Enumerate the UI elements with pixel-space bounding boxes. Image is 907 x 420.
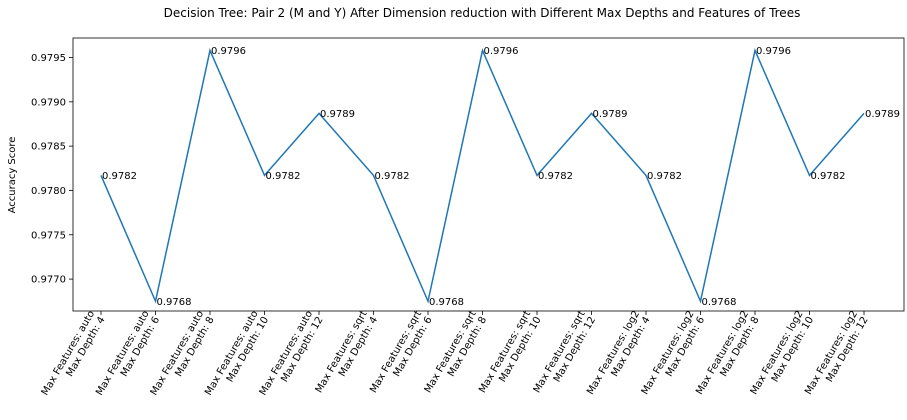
data-label: 0.9768 [429, 297, 464, 308]
data-label: 0.9796 [211, 46, 246, 57]
data-label: 0.9796 [484, 46, 519, 57]
data-label: 0.9789 [320, 109, 355, 120]
data-label: 0.9782 [375, 171, 410, 182]
data-label: 0.9768 [702, 297, 737, 308]
y-tick-label: 0.9770 [31, 275, 66, 286]
data-label: 0.9796 [756, 46, 791, 57]
chart-title: Decision Tree: Pair 2 (M and Y) After Di… [164, 6, 801, 20]
data-label: 0.9782 [538, 171, 573, 182]
data-label: 0.9768 [157, 297, 192, 308]
plot-frame [72, 37, 905, 312]
series-line-accuracy [100, 47, 865, 304]
y-tick-label: 0.9785 [31, 142, 66, 153]
y-axis-label: Accuracy Score [7, 137, 18, 214]
data-label: 0.9782 [102, 171, 137, 182]
data-label: 0.9782 [811, 171, 846, 182]
data-label: 0.9782 [647, 171, 682, 182]
y-tick-label: 0.9790 [31, 97, 66, 108]
data-label: 0.9789 [865, 109, 900, 120]
data-label: 0.9789 [593, 109, 628, 120]
data-labels: 0.9782 0.9768 0.9796 0.9782 0.9789 0.9782 0.97… [102, 46, 900, 308]
y-tick-label: 0.9780 [31, 186, 66, 197]
y-tick-label: 0.9795 [31, 53, 66, 64]
data-label: 0.9782 [266, 171, 301, 182]
y-tick-label: 0.9775 [31, 230, 66, 241]
y-axis-ticks: 0.9770 0.9775 0.9780 0.9785 0.9790 0.9795 [31, 53, 73, 286]
